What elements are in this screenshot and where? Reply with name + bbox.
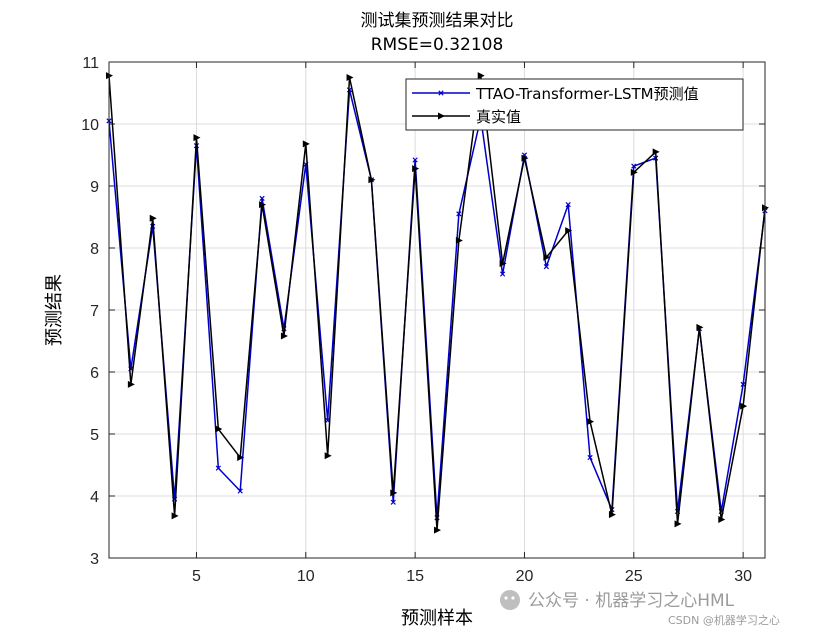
legend-box	[405, 78, 744, 131]
data-point-true	[280, 332, 288, 340]
data-point-true	[127, 380, 135, 388]
data-point-true	[324, 452, 332, 460]
data-point-predicted	[543, 263, 549, 270]
chart-subtitle: RMSE=0.32108	[371, 35, 504, 55]
data-point-predicted	[438, 90, 444, 96]
series-layer	[106, 72, 769, 534]
data-point-true	[477, 72, 485, 80]
data-point-true	[499, 260, 507, 267]
y-tick-label: 3	[90, 551, 99, 568]
data-point-true	[521, 154, 529, 162]
data-point-true	[438, 112, 445, 120]
x-tick-label: 30	[734, 568, 752, 585]
legend-marker-predicted	[438, 90, 444, 96]
data-point-true	[259, 201, 267, 209]
watermark-main: 公众号 · 机器学习之心HML	[528, 591, 735, 611]
data-point-predicted	[456, 211, 462, 217]
legend-label-true: 真实值	[476, 108, 521, 126]
data-point-predicted	[390, 499, 396, 505]
data-point-predicted	[587, 454, 593, 461]
data-point-true	[434, 526, 441, 534]
wechat-icon-eye-left	[504, 596, 508, 600]
x-tick-label: 20	[516, 568, 534, 585]
chart-title: 测试集预测结果对比	[361, 11, 514, 31]
data-point-true	[302, 140, 310, 148]
data-point-true	[740, 402, 748, 410]
x-tick-label: 10	[297, 568, 315, 585]
y-tick-label: 6	[90, 365, 99, 382]
y-tick-label: 8	[90, 241, 99, 258]
data-point-true	[346, 74, 354, 81]
data-point-predicted	[565, 201, 571, 208]
data-point-true	[608, 511, 616, 519]
data-point-predicted	[215, 465, 221, 471]
data-point-true	[215, 425, 223, 433]
x-axis-label: 预测样本	[401, 608, 473, 629]
data-point-true	[718, 516, 726, 524]
data-point-true	[193, 134, 201, 142]
data-point-true	[587, 418, 595, 426]
data-point-predicted	[237, 488, 243, 494]
data-point-true	[455, 237, 463, 245]
data-point-true	[630, 168, 638, 176]
data-point-true	[171, 512, 179, 520]
y-tick-label: 7	[90, 303, 99, 320]
y-axis-label: 预测结果	[44, 274, 65, 346]
x-tick-label: 25	[625, 568, 643, 585]
data-point-true	[543, 253, 551, 261]
data-point-true	[674, 520, 682, 528]
plot-frame	[108, 61, 766, 559]
y-tick-label: 4	[90, 489, 99, 506]
wechat-icon	[500, 590, 520, 610]
data-point-true	[390, 489, 398, 497]
y-tick-label: 9	[90, 179, 99, 196]
data-point-true	[412, 165, 420, 173]
watermark-sub: CSDN @机器学习之心	[668, 613, 780, 627]
watermark: 公众号 · 机器学习之心HML CSDN @机器学习之心	[500, 590, 780, 627]
data-point-predicted	[499, 271, 506, 277]
data-point-predicted	[631, 163, 637, 169]
data-point-true	[696, 323, 704, 331]
y-tick-label: 5	[90, 427, 99, 444]
data-point-true	[368, 176, 376, 184]
data-point-true	[652, 148, 660, 156]
y-tick-label: 11	[82, 55, 99, 72]
legend-label-predicted: TTAO-Transformer-LSTM预测值	[475, 85, 699, 103]
legend: TTAO-Transformer-LSTM预测值 真实值	[405, 78, 744, 131]
legend-marker-true	[438, 112, 445, 120]
data-point-true	[237, 454, 245, 462]
data-point-predicted	[259, 195, 265, 202]
data-point-predicted	[740, 381, 746, 388]
data-point-predicted	[412, 157, 418, 163]
data-point-true	[565, 227, 573, 235]
axis-ticks: 5 10 15 20 25 30 3 4 5 6 7 8 9 10 11	[81, 55, 765, 585]
wechat-icon-eye-right	[511, 596, 515, 600]
x-tick-label: 15	[406, 568, 424, 585]
y-tick-label: 10	[81, 117, 99, 134]
x-tick-label: 5	[192, 568, 201, 585]
data-point-true	[149, 214, 157, 222]
